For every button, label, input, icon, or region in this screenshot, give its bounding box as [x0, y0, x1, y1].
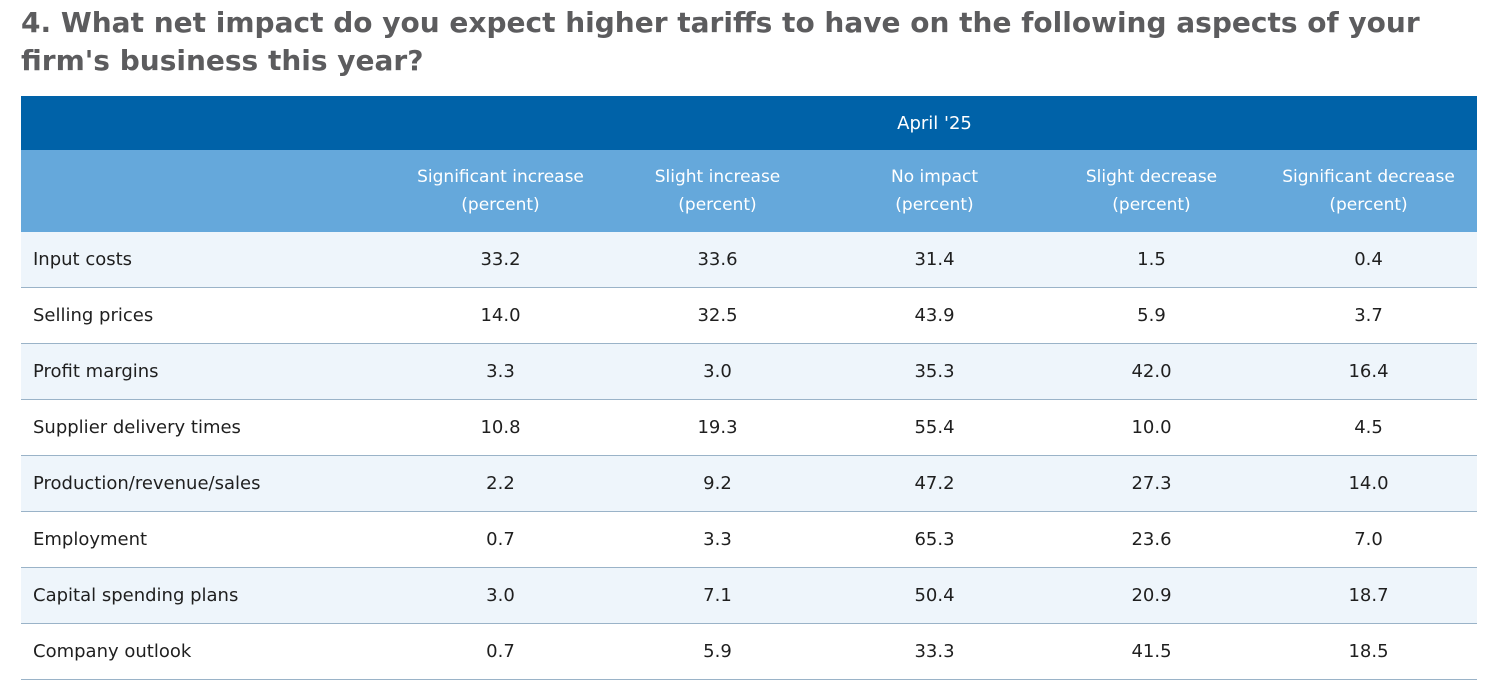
column-header-unit: (percent)	[1112, 195, 1191, 215]
table-cell: 3.3	[392, 343, 609, 400]
table-cell: 10.0	[1043, 399, 1260, 456]
table-cell: 18.5	[1260, 623, 1478, 680]
column-header-unit: (percent)	[678, 195, 757, 215]
table-cell: 18.7	[1260, 567, 1478, 624]
column-header-unit: (percent)	[461, 195, 540, 215]
table-row: Production/revenue/sales 2.2 9.2 47.2 27…	[21, 455, 1478, 512]
table-cell: 41.5	[1043, 623, 1260, 680]
table-cell: 2.2	[392, 455, 609, 512]
table-row: Employment 0.7 3.3 65.3 23.6 7.0	[21, 511, 1478, 568]
table-cell: 14.0	[1260, 455, 1478, 512]
table-cell: 42.0	[1043, 343, 1260, 400]
table-cell: 14.0	[392, 287, 609, 344]
row-label: Production/revenue/sales	[21, 455, 392, 512]
table-cell: 9.2	[609, 455, 826, 512]
table-cell: 16.4	[1260, 343, 1478, 400]
column-header: Slight decrease (percent)	[1043, 150, 1260, 232]
table-row: Supplier delivery times 10.8 19.3 55.4 1…	[21, 399, 1478, 456]
table-cell: 33.6	[609, 232, 826, 288]
table-row: Capital spending plans 3.0 7.1 50.4 20.9…	[21, 567, 1478, 624]
table-cell: 5.9	[609, 623, 826, 680]
column-header-spacer	[21, 150, 392, 232]
table-cell: 35.3	[826, 343, 1043, 400]
table-cell: 3.0	[392, 567, 609, 624]
table-cell: 1.5	[1043, 232, 1260, 288]
table-cell: 10.8	[392, 399, 609, 456]
column-header-name: Significant decrease	[1282, 167, 1455, 187]
table-cell: 55.4	[826, 399, 1043, 456]
table-cell: 27.3	[1043, 455, 1260, 512]
table-cell: 3.7	[1260, 287, 1478, 344]
table-cell: 0.7	[392, 623, 609, 680]
column-header: No impact (percent)	[826, 150, 1043, 232]
table-cell: 0.4	[1260, 232, 1478, 288]
table-cell: 20.9	[1043, 567, 1260, 624]
column-header-unit: (percent)	[895, 195, 974, 215]
row-label: Input costs	[21, 232, 392, 288]
column-header-name: Significant increase	[417, 167, 584, 187]
table-cell: 47.2	[826, 455, 1043, 512]
row-label: Capital spending plans	[21, 567, 392, 624]
table-cell: 5.9	[1043, 287, 1260, 344]
table-cell: 19.3	[609, 399, 826, 456]
survey-table: April '25 Significant increase (percent) …	[21, 96, 1478, 680]
table-cell: 7.0	[1260, 511, 1478, 568]
table-cell: 23.6	[1043, 511, 1260, 568]
group-header-spacer	[21, 96, 392, 150]
row-label: Employment	[21, 511, 392, 568]
table-cell: 7.1	[609, 567, 826, 624]
table-cell: 43.9	[826, 287, 1043, 344]
table-cell: 33.2	[392, 232, 609, 288]
row-label: Supplier delivery times	[21, 399, 392, 456]
table-row: Input costs 33.2 33.6 31.4 1.5 0.4	[21, 232, 1478, 288]
table-row: Company outlook 0.7 5.9 33.3 41.5 18.5	[21, 623, 1478, 680]
column-header-name: Slight decrease	[1085, 167, 1218, 187]
row-label: Profit margins	[21, 343, 392, 400]
column-header-row: Significant increase (percent) Slight inc…	[21, 150, 1478, 232]
row-label: Company outlook	[21, 623, 392, 680]
question-title: 4. What net impact do you expect higher …	[21, 6, 1420, 77]
group-header-label: April '25	[392, 96, 1478, 150]
table-cell: 32.5	[609, 287, 826, 344]
column-header-name: No impact	[890, 167, 979, 187]
table-cell: 4.5	[1260, 399, 1478, 456]
column-header-unit: (percent)	[1329, 195, 1408, 215]
table-cell: 3.0	[609, 343, 826, 400]
column-header-name: Slight increase	[654, 167, 781, 187]
table-cell: 33.3	[826, 623, 1043, 680]
table-cell: 3.3	[609, 511, 826, 568]
table-row: Profit margins 3.3 3.0 35.3 42.0 16.4	[21, 343, 1478, 400]
column-header: Significant decrease (percent)	[1260, 150, 1478, 232]
table-cell: 50.4	[826, 567, 1043, 624]
column-header: Significant increase (percent)	[392, 150, 609, 232]
group-header-row: April '25	[21, 96, 1478, 150]
survey-table-container: April '25 Significant increase (percent) …	[21, 96, 1478, 680]
table-row: Selling prices 14.0 32.5 43.9 5.9 3.7	[21, 287, 1478, 344]
row-label: Selling prices	[21, 287, 392, 344]
column-header: Slight increase (percent)	[609, 150, 826, 232]
table-cell: 65.3	[826, 511, 1043, 568]
table-cell: 0.7	[392, 511, 609, 568]
table-cell: 31.4	[826, 232, 1043, 288]
